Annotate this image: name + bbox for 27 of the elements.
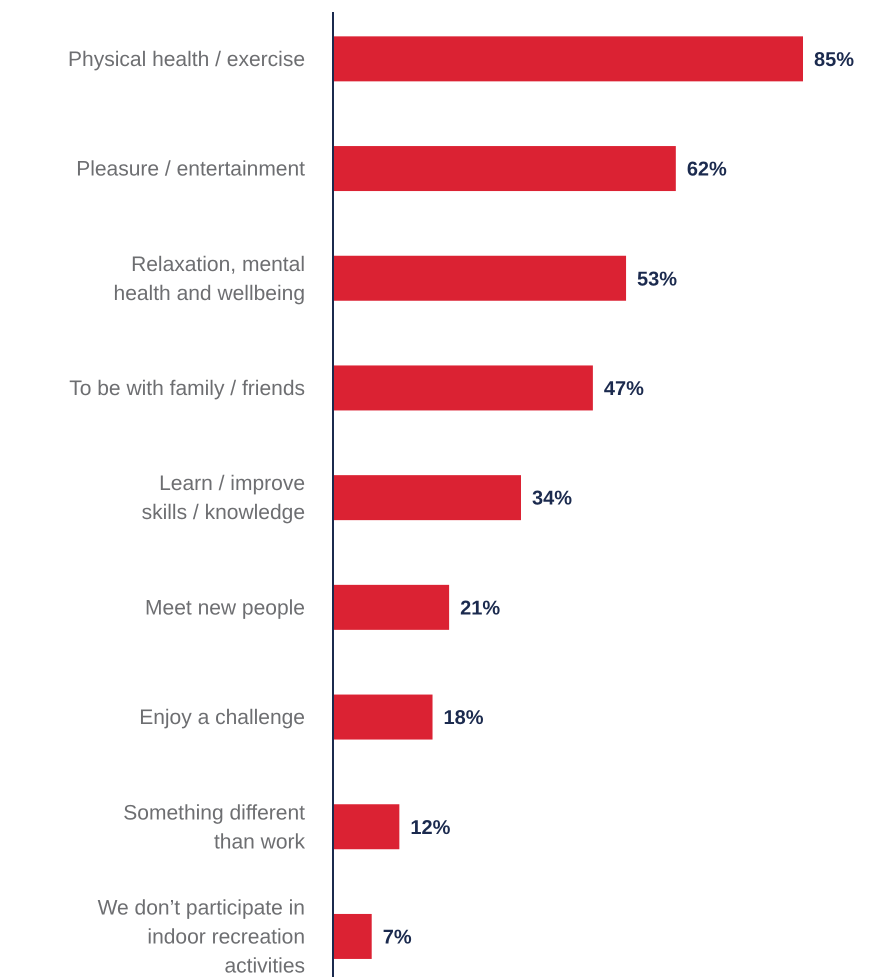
data-label: 47% [604, 378, 644, 400]
data-label: 62% [686, 158, 728, 181]
data-label: 12% [410, 816, 451, 839]
y-tick-label: To be with family / friends [69, 376, 305, 400]
bar [333, 36, 803, 82]
y-tick-label: Learn / improve skills / knowledge [142, 472, 305, 524]
data-label: 34% [532, 488, 572, 510]
data-label: 18% [444, 707, 484, 730]
bar [333, 914, 372, 959]
y-tick-label: Something different than work [123, 801, 306, 854]
data-label: 7% [382, 926, 412, 948]
bar [333, 804, 400, 850]
y-tick-label: Physical health / exercise [68, 48, 305, 71]
data-label: 53% [637, 268, 678, 290]
bar [333, 584, 450, 630]
data-label: 85% [814, 48, 854, 71]
bar [333, 475, 521, 520]
bar [333, 694, 433, 740]
bar [333, 365, 593, 410]
y-tick-label: Relaxation, mental health and wellbeing [114, 252, 305, 305]
y-tick-label: Enjoy a challenge [139, 706, 305, 730]
bar [333, 146, 676, 192]
bar [333, 256, 626, 301]
data-label: 21% [460, 597, 500, 620]
y-tick-label: Meet new people [145, 596, 305, 620]
y-tick-label: We don’t participate in indoor recreation activities [98, 896, 305, 977]
y-tick-label: Pleasure / entertainment [76, 158, 306, 181]
